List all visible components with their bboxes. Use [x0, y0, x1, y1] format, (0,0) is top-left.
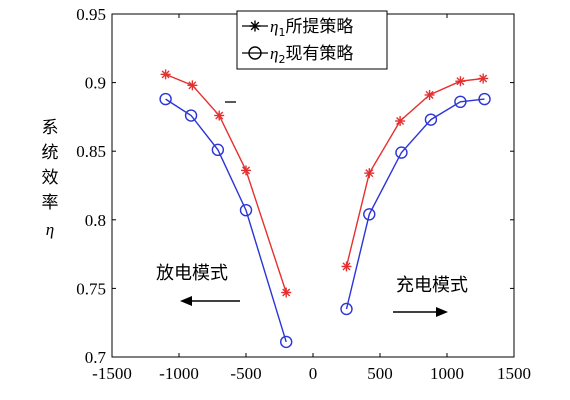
- data-point-asterisk: [187, 80, 198, 91]
- data-point-asterisk: [214, 110, 225, 121]
- data-point-circle: [363, 208, 376, 221]
- x-tick-label: 500: [367, 364, 393, 383]
- left-arrow-icon: [180, 296, 192, 306]
- asterisk-stroke: [241, 166, 251, 175]
- series-2-line: [345, 98, 485, 310]
- data-point-asterisk: [395, 116, 406, 127]
- series-2: [159, 92, 491, 349]
- data-point-circle: [424, 113, 438, 126]
- discharge-mode-label: 放电模式: [156, 263, 228, 284]
- asterisk-stroke: [215, 111, 224, 120]
- asterisk-stroke: [161, 70, 170, 79]
- charge-mode-annotation: 充电模式: [393, 275, 468, 317]
- asterisk-stroke: [365, 169, 374, 178]
- data-point-circle: [454, 95, 467, 109]
- data-point-asterisk: [341, 261, 352, 272]
- x-tick-label: 1000: [430, 364, 464, 383]
- y-tick-label: 0.85: [76, 142, 106, 161]
- x-axis-ticks: -1500 -1000 -500 0 500 1000 1500: [92, 14, 531, 383]
- x-tick-label: -500: [230, 364, 261, 383]
- legend-entry-2: η2现有策略: [242, 44, 353, 66]
- asterisk-stroke: [282, 288, 291, 297]
- x-tick-label: -1500: [92, 364, 132, 383]
- y-tick-label: 0.95: [76, 5, 106, 24]
- asterisk-stroke: [188, 81, 197, 90]
- y-axis-ticks: 0.7 0.75 0.8 0.85 0.9 0.95: [76, 5, 514, 367]
- asterisk-stroke: [396, 116, 405, 126]
- data-point-circle: [478, 92, 491, 106]
- y-tick-label: 0.7: [85, 348, 107, 367]
- y-tick-label: 0.9: [85, 74, 106, 93]
- legend-label-2: η2现有策略: [270, 44, 353, 66]
- right-arrow-icon: [436, 307, 448, 317]
- y-axis-label-symbol: η: [46, 220, 54, 239]
- y-axis-label-char-4: 率: [42, 193, 59, 213]
- legend: η1所提策略 η2现有策略: [236, 10, 388, 70]
- data-point-circle: [239, 203, 253, 217]
- charge-mode-label: 充电模式: [396, 275, 468, 296]
- series-layer: [159, 69, 491, 349]
- y-tick-label: 0.75: [76, 279, 106, 298]
- data-point-circle: [340, 302, 353, 316]
- discharge-mode-annotation: 放电模式: [156, 263, 240, 306]
- asterisk-stroke: [342, 262, 351, 271]
- legend-box: [236, 10, 388, 70]
- asterisk-stroke: [456, 77, 465, 86]
- x-tick-label: 1500: [497, 364, 531, 383]
- data-point-asterisk: [364, 168, 375, 179]
- series-1: [160, 69, 489, 298]
- data-point-circle: [159, 92, 172, 106]
- data-point-circle: [280, 335, 293, 349]
- y-tick-label: 0.8: [85, 211, 106, 230]
- data-point-circle: [211, 143, 225, 157]
- data-point-circle: [395, 146, 408, 159]
- x-tick-label: -1000: [159, 364, 199, 383]
- data-point-asterisk: [241, 165, 251, 176]
- data-point-asterisk: [478, 73, 489, 84]
- y-axis-label-char-1: 系: [42, 118, 59, 138]
- y-axis-label: 系 统 效 率 η: [42, 118, 59, 239]
- series-2-line: [165, 98, 287, 343]
- asterisk-stroke: [425, 90, 434, 99]
- data-point-asterisk: [160, 69, 171, 80]
- data-point-asterisk: [424, 89, 435, 100]
- y-axis-label-char-3: 效: [42, 168, 59, 188]
- x-tick-label: 0: [309, 364, 318, 383]
- data-point-asterisk: [281, 287, 292, 298]
- legend-asterisk-marker: [249, 20, 261, 32]
- y-axis-label-char-2: 统: [42, 143, 59, 163]
- circle-marker-icon: [248, 46, 262, 60]
- asterisk-stroke: [479, 74, 488, 83]
- data-point-circle: [184, 109, 198, 122]
- legend-label-1: η1所提策略: [270, 17, 353, 39]
- asterisk-marker-icon: [249, 20, 261, 32]
- legend-circle-marker: [248, 46, 262, 60]
- asterisk-stroke: [250, 21, 260, 31]
- data-point-asterisk: [455, 76, 466, 87]
- legend-entry-1: η1所提策略: [242, 17, 353, 39]
